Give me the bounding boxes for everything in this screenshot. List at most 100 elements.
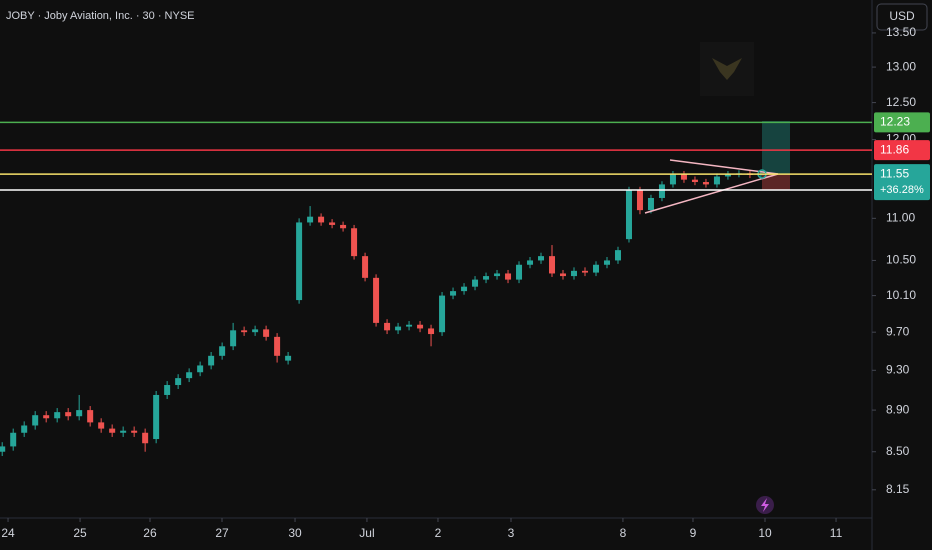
x-tick-label: 8 <box>620 526 627 540</box>
candle-body <box>428 328 435 335</box>
candle-body <box>219 346 226 356</box>
target-zone <box>762 121 790 174</box>
y-tick-label: 13.00 <box>886 59 916 73</box>
x-tick-label: 25 <box>73 526 87 540</box>
candle-body <box>560 273 567 277</box>
candle-body <box>87 410 94 423</box>
candle-body <box>395 326 402 331</box>
x-tick-label: 24 <box>1 526 15 540</box>
x-tick-label: 10 <box>758 526 772 540</box>
candle-body <box>164 385 171 395</box>
candle-body <box>373 277 380 323</box>
candle-body <box>516 264 523 280</box>
candle-body <box>406 324 413 327</box>
change-label: +36.28% <box>880 184 924 196</box>
candle-body <box>274 336 281 356</box>
x-tick-label: 30 <box>288 526 302 540</box>
candle-body <box>483 276 490 280</box>
candle-body <box>197 365 204 373</box>
y-tick-label: 10.10 <box>886 288 916 302</box>
candle-body <box>614 250 621 261</box>
price-badge <box>874 112 930 133</box>
x-tick-label: 11 <box>830 526 843 540</box>
candle-body <box>208 355 215 366</box>
y-tick-label: 8.15 <box>886 482 910 496</box>
candle-body <box>538 256 545 261</box>
candle-body <box>307 216 314 223</box>
candle-body <box>450 291 457 296</box>
logo-eagle <box>712 58 742 80</box>
candle-body <box>109 428 116 433</box>
candle-body <box>724 174 731 177</box>
alert-bolt <box>761 498 769 512</box>
candle-body <box>351 228 358 257</box>
plot-area <box>0 170 764 457</box>
candle-body <box>0 446 6 452</box>
candle-body <box>285 355 292 361</box>
y-tick-label: 9.70 <box>886 324 910 338</box>
candle-body <box>43 415 50 419</box>
candle-body <box>494 273 501 277</box>
candle-body <box>65 412 72 417</box>
triangle-lower <box>644 173 779 214</box>
candle-body <box>625 189 632 240</box>
candle-body <box>153 394 160 440</box>
candle-body <box>175 378 182 386</box>
candle-body <box>54 412 61 419</box>
candle-body <box>32 415 39 426</box>
candle-body <box>669 174 676 185</box>
y-tick-label: 8.90 <box>886 402 910 416</box>
price-badge-label: 11.55 <box>880 166 909 180</box>
candle-body <box>417 324 424 329</box>
x-tick-label: 3 <box>508 526 515 540</box>
y-tick-label: 8.50 <box>886 444 910 458</box>
price-badge-label: 11.86 <box>880 142 909 156</box>
y-tick-label: 10.50 <box>886 253 916 267</box>
candle-body <box>713 176 720 185</box>
currency-label: USD <box>889 9 915 23</box>
x-tick-label: 26 <box>143 526 157 540</box>
candle-body <box>505 273 512 280</box>
candle-body <box>647 197 654 211</box>
candle-body <box>461 286 468 292</box>
candle-body <box>186 372 193 379</box>
candle-body <box>362 256 369 278</box>
candle-body <box>340 224 347 229</box>
candle-body <box>592 264 599 273</box>
price-badge <box>874 140 930 161</box>
candle-body <box>636 189 643 211</box>
y-tick-label: 11.00 <box>886 210 915 224</box>
candle-body <box>263 329 270 337</box>
candle-body <box>241 330 248 333</box>
candle-body <box>549 256 556 274</box>
candle-body <box>131 430 138 433</box>
triangle-upper <box>669 159 779 175</box>
candle-body <box>230 330 237 347</box>
y-tick-label: 9.30 <box>886 362 910 376</box>
chart-title: JOBY · Joby Aviation, Inc. · 30 · NYSE <box>6 10 195 22</box>
candle-body <box>120 430 127 433</box>
candle-body <box>581 270 588 273</box>
candle-body <box>318 216 325 223</box>
stop-zone <box>762 174 790 190</box>
price-badge <box>874 164 930 201</box>
candle-body <box>658 184 665 198</box>
x-tick-label: Jul <box>359 526 374 540</box>
y-tick-label: 12.50 <box>886 95 916 109</box>
candle-body <box>10 432 17 447</box>
candle-body <box>702 182 709 185</box>
y-tick-label: 13.50 <box>886 25 916 39</box>
x-tick-label: 9 <box>690 526 697 540</box>
candle-body <box>439 295 446 333</box>
candle-body <box>98 422 105 429</box>
candle-body <box>691 179 698 183</box>
candle-body <box>571 270 578 277</box>
candle-body <box>252 329 259 333</box>
currency-button[interactable] <box>876 3 928 31</box>
candle-body <box>680 174 687 180</box>
candle-body <box>603 260 610 265</box>
candle-body <box>296 222 303 301</box>
